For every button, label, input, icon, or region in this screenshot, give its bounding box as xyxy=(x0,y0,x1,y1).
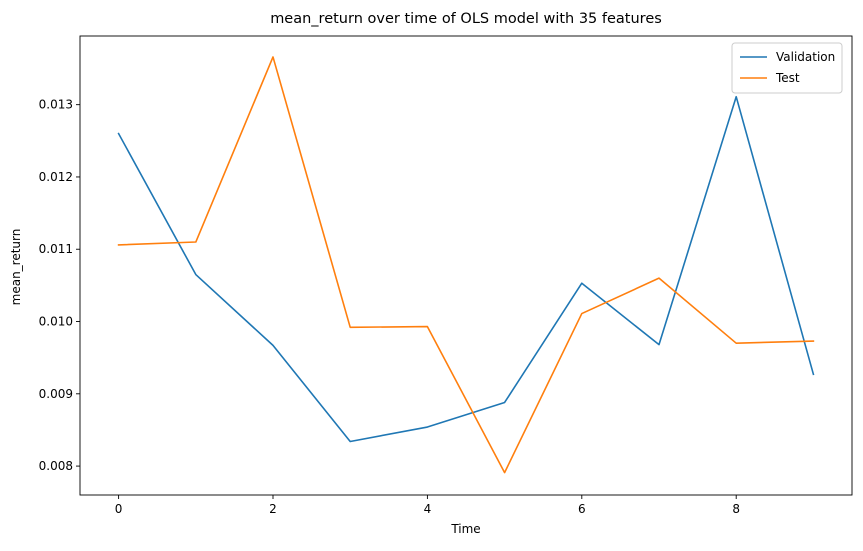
x-tick-label: 6 xyxy=(578,502,586,516)
x-tick-label: 8 xyxy=(732,502,740,516)
plot-area: 0 2 4 6 8 0.008 0.009 0.010 0.011 0.012 0.013 Valid… xyxy=(39,35,853,516)
legend-box xyxy=(731,42,843,94)
y-axis-label: mean_return xyxy=(9,229,23,306)
series-line-validation xyxy=(117,95,815,443)
y-tick-label: 0.010 xyxy=(39,315,73,329)
chart-title: mean_return over time of OLS model with … xyxy=(270,11,662,27)
legend-label-test: Test xyxy=(775,71,800,85)
x-tick-label: 4 xyxy=(424,502,432,516)
x-tick-label: 0 xyxy=(115,502,123,516)
y-tick-label: 0.009 xyxy=(39,387,73,401)
x-axis-label: Time xyxy=(450,522,480,536)
plot-frame xyxy=(79,35,853,496)
legend-label-validation: Validation xyxy=(776,50,835,64)
series-line-test xyxy=(117,56,815,474)
y-tick-label: 0.008 xyxy=(39,459,73,473)
y-tick-label: 0.011 xyxy=(39,242,73,256)
x-tick-label: 2 xyxy=(269,502,277,516)
y-tick-label: 0.013 xyxy=(39,98,73,112)
y-tick-label: 0.012 xyxy=(39,170,73,184)
